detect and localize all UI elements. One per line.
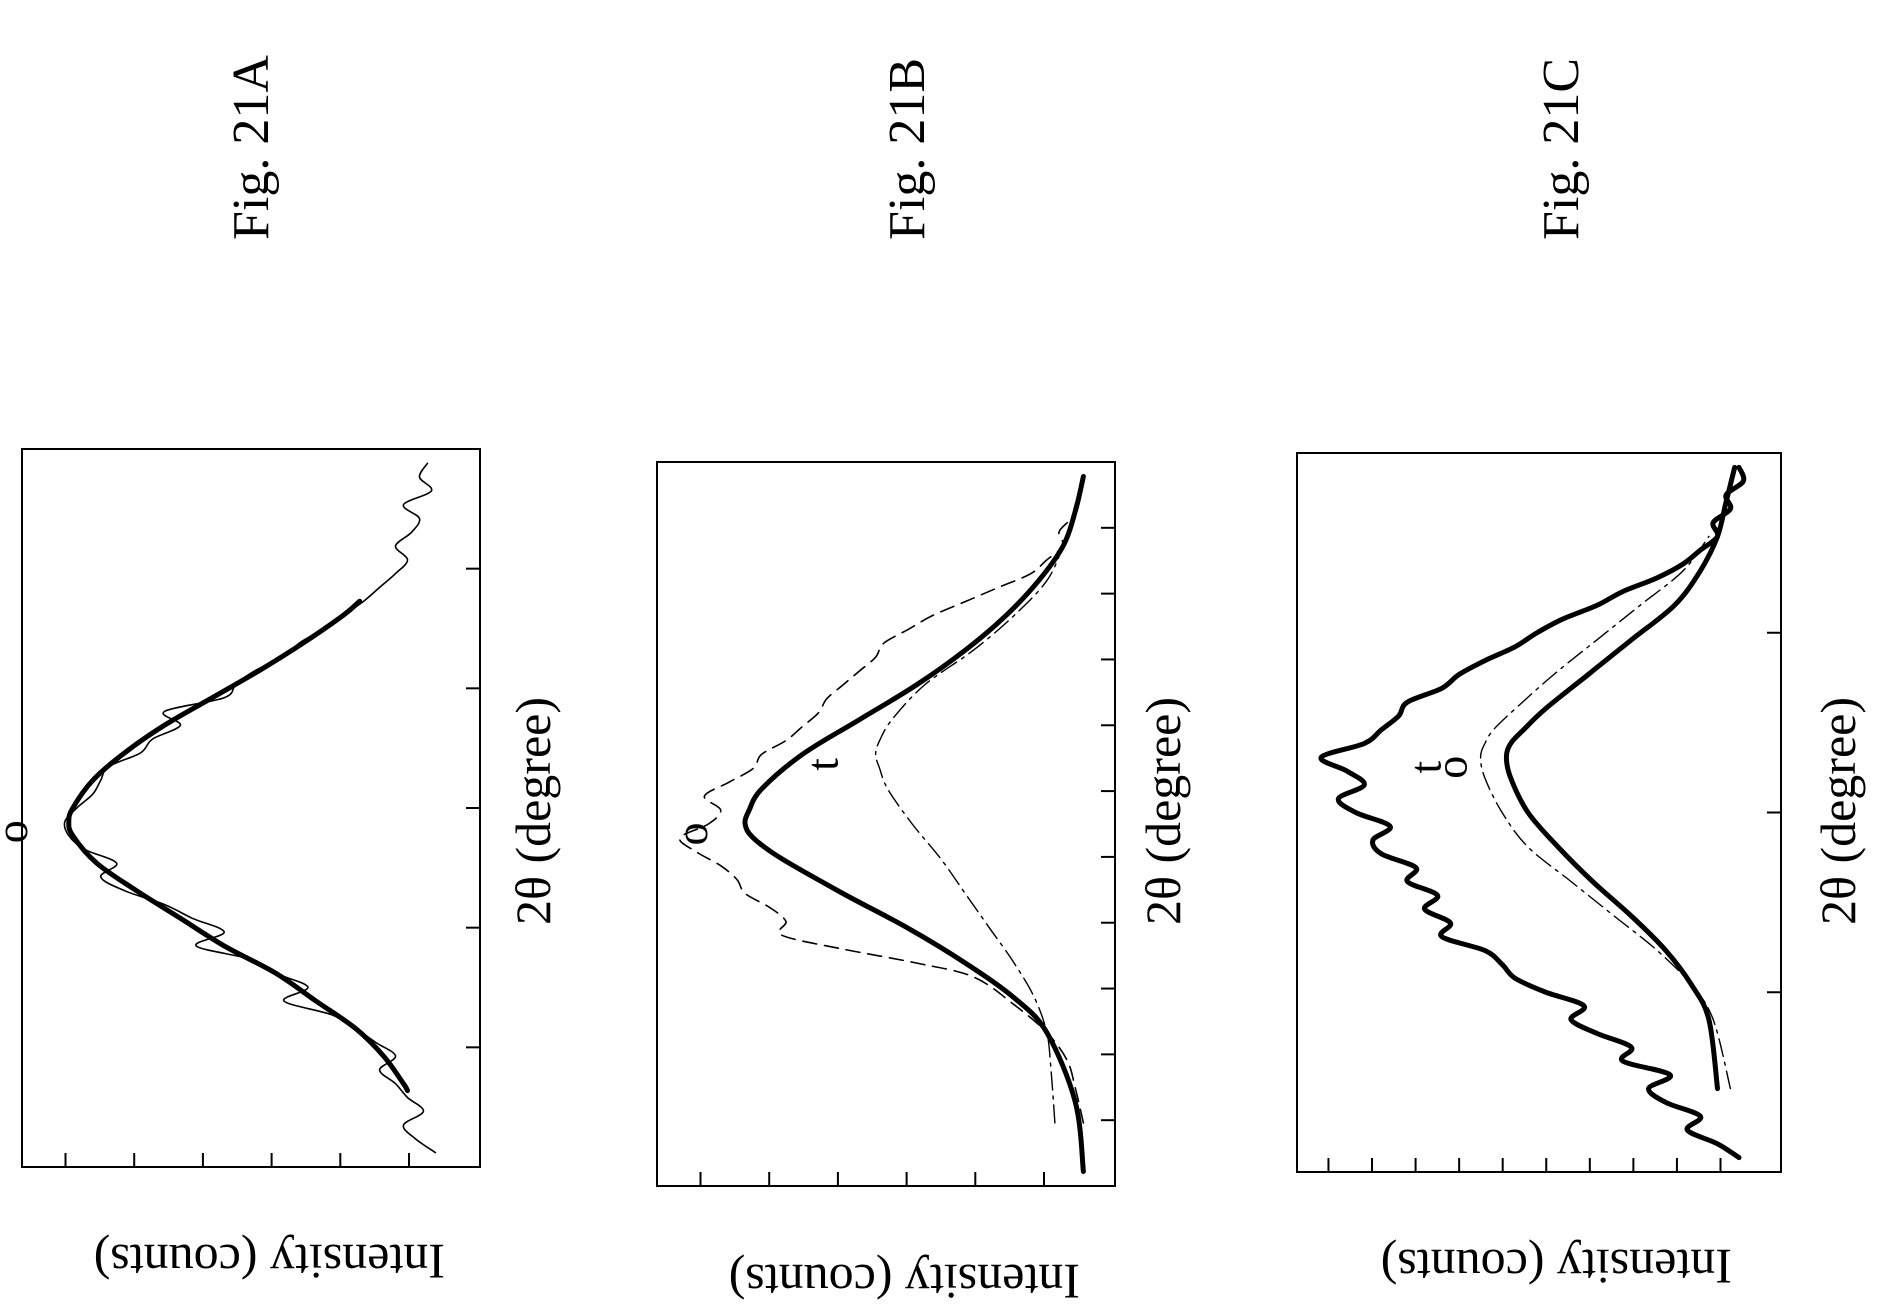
y-axis-label: Intensity (counts): [729, 1254, 1080, 1306]
panel-fig-21a: Fig. 21A o 2θ (degree) Intensity (counts…: [0, 55, 561, 1290]
plot-frame: [656, 461, 1116, 1187]
series-o_fit: [66, 598, 410, 1094]
figure-label: Fig. 21C: [1533, 58, 1590, 240]
curve-label-t: t: [1400, 761, 1451, 774]
curve-label-t: t: [797, 758, 848, 771]
curve-label-o: o: [666, 823, 717, 846]
curve-labels: ot: [666, 758, 847, 846]
x-axis-label: 2θ (degree): [505, 697, 561, 925]
y-axis-label: Intensity (counts): [94, 1234, 445, 1290]
axis-ticks: [64, 567, 480, 1167]
x-axis-label: 2θ (degree): [1135, 697, 1191, 925]
curves: [678, 474, 1086, 1174]
series-o_fit: [1503, 464, 1738, 1092]
axis-ticks: [1327, 631, 1781, 1172]
y-axis-label: Intensity (counts): [1381, 1239, 1732, 1295]
curves: [1318, 464, 1747, 1161]
curve-label-o: o: [1425, 756, 1476, 779]
axis-ticks: [699, 526, 1115, 1186]
figure-label: Fig. 21B: [879, 58, 936, 240]
x-axis-label: 2θ (degree): [1810, 697, 1866, 925]
series-raw: [678, 475, 1085, 1124]
series-raw: [1318, 464, 1747, 1161]
panel-fig-21b: Fig. 21B ot 2θ (degree) Intensity (count…: [656, 58, 1191, 1306]
curve-label-o: o: [0, 820, 37, 843]
series-t_fit: [874, 475, 1085, 1124]
panel-fig-21c: Fig. 21C to 2θ (degree) Intensity (count…: [1296, 58, 1866, 1295]
figure-label: Fig. 21A: [223, 55, 280, 240]
series-t_fit: [1479, 535, 1732, 1090]
series-o_fit: [742, 474, 1086, 1174]
curve-labels: o: [0, 820, 37, 843]
curve-labels: to: [1400, 756, 1477, 779]
curves: [63, 462, 437, 1154]
plot-frame: [21, 448, 481, 1168]
